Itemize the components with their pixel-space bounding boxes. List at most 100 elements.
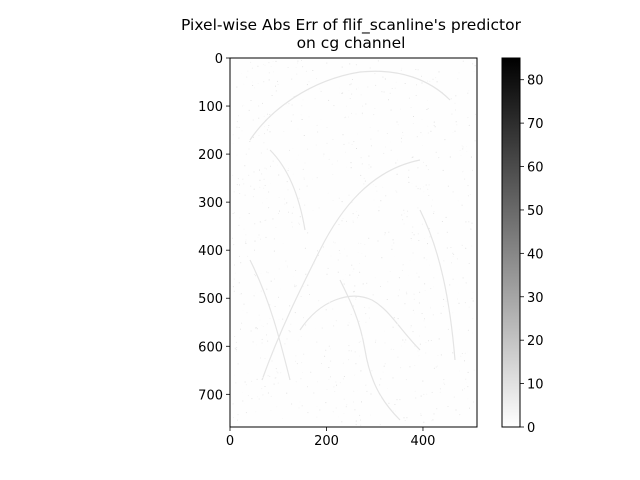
error-pixel	[278, 268, 280, 270]
error-pixel	[436, 408, 438, 410]
error-pixel	[433, 367, 435, 369]
error-pixel	[244, 165, 246, 167]
error-pixel	[348, 194, 350, 196]
error-pixel	[382, 186, 384, 188]
error-pixel	[321, 363, 322, 364]
error-pixel	[248, 174, 250, 176]
error-pixel	[464, 302, 466, 304]
error-pixel	[450, 247, 452, 248]
error-pixel	[241, 72, 243, 74]
error-pixel	[421, 119, 423, 120]
error-pixel	[271, 360, 273, 362]
error-pixel	[396, 159, 398, 161]
error-pixel	[233, 191, 235, 193]
error-pixel	[258, 135, 260, 136]
error-pixel	[422, 380, 424, 382]
error-pixel	[462, 60, 464, 62]
error-pixel	[432, 286, 434, 288]
error-pixel	[233, 244, 235, 246]
error-pixel	[413, 293, 415, 295]
error-pixel	[354, 351, 356, 353]
error-pixel	[374, 277, 376, 279]
error-pixel	[297, 339, 299, 341]
error-pixel	[317, 250, 318, 252]
error-pixel	[454, 130, 456, 132]
error-pixel	[410, 239, 412, 241]
error-pixel	[459, 150, 461, 152]
error-pixel	[276, 406, 278, 408]
error-pixel	[236, 126, 238, 128]
error-pixel	[303, 135, 305, 136]
error-pixel	[408, 169, 410, 171]
chart-subtitle: on cg channel	[296, 34, 406, 52]
error-pixel	[367, 86, 369, 88]
error-pixel	[414, 364, 416, 366]
error-pixel	[292, 206, 294, 208]
error-pixel	[303, 177, 305, 179]
error-pixel	[346, 105, 347, 107]
error-pixel	[272, 160, 274, 162]
chart-title: Pixel-wise Abs Err of flif_scanline's pr…	[181, 16, 521, 34]
error-pixel	[266, 323, 268, 325]
error-pixel	[269, 375, 271, 377]
error-pixel	[253, 188, 255, 190]
error-pixel	[312, 70, 314, 71]
error-pixel	[424, 318, 425, 320]
error-pixel	[351, 112, 352, 114]
error-pixel	[348, 322, 350, 324]
error-pixel	[427, 243, 428, 245]
error-pixel	[362, 105, 364, 107]
error-pixel	[353, 390, 355, 392]
error-pixel	[355, 113, 357, 115]
error-pixel	[343, 248, 345, 250]
error-pixel	[393, 317, 395, 319]
error-pixel	[308, 81, 310, 83]
error-pixel	[342, 378, 344, 380]
error-pixel	[456, 124, 458, 126]
error-pixel	[299, 188, 301, 190]
error-pixel	[352, 220, 354, 222]
error-pixel	[334, 242, 336, 244]
error-pixel	[261, 222, 263, 224]
error-pixel	[316, 124, 318, 126]
error-pixel	[382, 371, 384, 373]
error-pixel	[238, 127, 240, 128]
error-pixel	[356, 390, 358, 392]
error-pixel	[275, 85, 276, 87]
error-pixel	[418, 276, 420, 278]
error-pixel	[245, 234, 247, 236]
error-pixel	[295, 285, 297, 287]
error-pixel	[356, 88, 357, 90]
error-pixel	[468, 124, 470, 126]
error-pixel	[348, 345, 350, 347]
error-pixel	[349, 63, 351, 65]
y-axis: 0 100 200 300 400 500 600 700	[198, 52, 230, 403]
error-pixel	[388, 402, 390, 404]
error-pixel	[267, 375, 269, 377]
error-pixel	[243, 83, 245, 85]
error-pixel	[429, 236, 431, 238]
error-pixel	[428, 195, 430, 196]
error-pixel	[255, 411, 257, 413]
error-pixel	[254, 240, 256, 242]
error-pixel	[332, 308, 334, 310]
error-pixel	[328, 345, 330, 347]
colorbar-tick-label: 40	[527, 247, 544, 262]
error-pixel	[245, 384, 247, 386]
error-pixel	[261, 342, 263, 344]
x-tick-label: 0	[226, 434, 234, 449]
error-pixel	[260, 357, 261, 359]
error-pixel	[284, 343, 286, 345]
error-pixel	[452, 255, 454, 257]
error-pixel	[368, 164, 370, 166]
error-pixel	[404, 303, 406, 305]
error-pixel	[376, 190, 378, 192]
error-pixel	[335, 320, 337, 322]
error-pixel	[424, 290, 426, 291]
error-pixel	[467, 185, 469, 187]
error-pixel	[360, 370, 362, 372]
error-pixel	[469, 407, 470, 409]
error-pixel	[360, 174, 362, 176]
error-pixel	[282, 318, 284, 320]
